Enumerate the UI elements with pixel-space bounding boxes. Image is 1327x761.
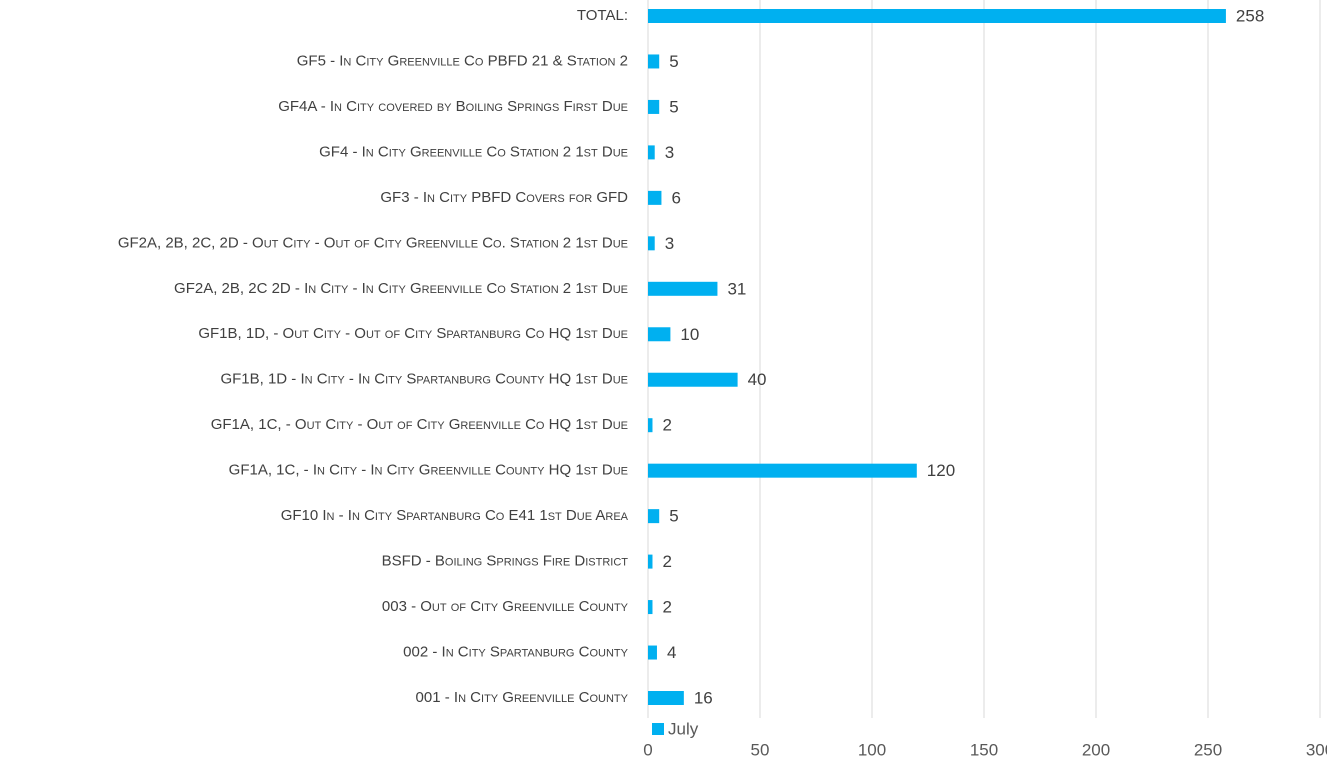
data-label: 5 bbox=[669, 507, 678, 526]
bar bbox=[648, 418, 653, 433]
y-tick-label: GF4A - In City covered by Boiling Spring… bbox=[278, 98, 628, 115]
data-label: 3 bbox=[665, 143, 674, 162]
x-tick-label: 250 bbox=[1194, 740, 1222, 759]
x-tick-label: 50 bbox=[751, 740, 770, 759]
y-tick-label: GF10 In - In City Spartanburg Co E41 1st… bbox=[281, 507, 629, 524]
y-tick-label: GF1A, 1C, - Out City - Out of City Green… bbox=[211, 416, 628, 433]
data-label: 40 bbox=[748, 370, 767, 389]
y-tick-label: BSFD - Boiling Springs Fire District bbox=[382, 553, 629, 570]
bar bbox=[648, 645, 657, 660]
y-tick-label: 003 - Out of City Greenville County bbox=[382, 598, 629, 615]
x-tick-label: 300 bbox=[1306, 740, 1327, 759]
y-tick-label: GF5 - In City Greenville Co PBFD 21 & St… bbox=[297, 52, 628, 69]
bar bbox=[648, 691, 684, 705]
bar bbox=[648, 372, 738, 387]
bar bbox=[648, 99, 660, 114]
bar bbox=[648, 509, 660, 524]
bar bbox=[648, 190, 662, 205]
bar bbox=[648, 554, 653, 569]
bar bbox=[648, 145, 655, 160]
legend-swatch bbox=[652, 723, 664, 735]
bar bbox=[648, 54, 660, 69]
y-tick-label: 002 - In City Spartanburg County bbox=[403, 644, 628, 661]
data-label: 5 bbox=[669, 52, 678, 71]
y-tick-label: GF2A, 2B, 2C 2D - In City - In City Gree… bbox=[174, 280, 628, 297]
bar bbox=[648, 600, 653, 615]
data-label: 3 bbox=[665, 234, 674, 253]
bar bbox=[648, 236, 655, 251]
data-label: 258 bbox=[1236, 6, 1264, 25]
bar bbox=[648, 9, 1226, 23]
data-label: 4 bbox=[667, 643, 676, 662]
y-tick-label: GF3 - In City PBFD Covers for GFD bbox=[380, 189, 628, 206]
bar bbox=[648, 281, 718, 296]
y-tick-label: TOTAL: bbox=[577, 7, 628, 24]
x-tick-label: 200 bbox=[1082, 740, 1110, 759]
y-tick-label: GF1A, 1C, - In City - In City Greenville… bbox=[229, 462, 628, 479]
data-label: 2 bbox=[662, 416, 671, 435]
x-tick-label: 150 bbox=[970, 740, 998, 759]
data-label: 10 bbox=[680, 325, 699, 344]
bar bbox=[648, 327, 671, 342]
y-tick-label: 001 - In City Greenville County bbox=[416, 689, 629, 706]
data-label: 120 bbox=[927, 461, 955, 480]
y-tick-label: GF1B, 1D, - Out City - Out of City Spart… bbox=[198, 325, 628, 342]
y-tick-label: GF1B, 1D - In City - In City Spartanburg… bbox=[220, 371, 628, 388]
data-label: 31 bbox=[727, 279, 746, 298]
data-label: 6 bbox=[671, 188, 680, 207]
y-tick-label: GF4 - In City Greenville Co Station 2 1s… bbox=[319, 143, 628, 160]
x-tick-label: 100 bbox=[858, 740, 886, 759]
legend-label: July bbox=[668, 719, 699, 738]
data-label: 2 bbox=[662, 552, 671, 571]
data-label: 16 bbox=[694, 688, 713, 707]
data-label: 5 bbox=[669, 97, 678, 116]
data-label: 2 bbox=[662, 598, 671, 617]
x-tick-label: 0 bbox=[643, 740, 652, 759]
bar bbox=[648, 463, 917, 478]
y-tick-label: GF2A, 2B, 2C, 2D - Out City - Out of Cit… bbox=[118, 234, 628, 251]
